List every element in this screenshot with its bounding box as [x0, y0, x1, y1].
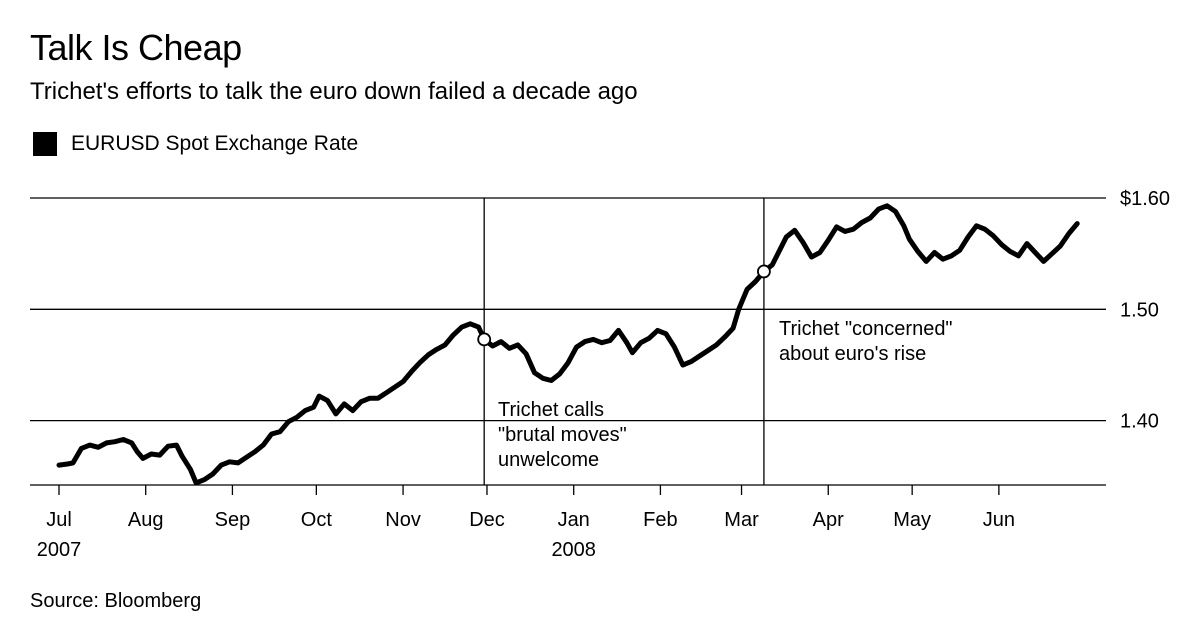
source-note: Source: Bloomberg: [30, 590, 202, 612]
series-line: [56, 203, 1080, 486]
x-tick-sublabel: 2007: [37, 539, 82, 561]
x-tick-label: Nov: [385, 509, 421, 531]
x-tick-label: Apr: [813, 509, 844, 531]
legend-swatch: [33, 132, 57, 156]
annotation-text: Trichet "concerned": [779, 318, 953, 340]
x-tick-label: Mar: [724, 509, 759, 531]
y-tick-label: 1.50: [1120, 299, 1159, 321]
x-tick-label: Dec: [469, 509, 505, 531]
line-chart: $1.60 1.50 1.40 Jul 2007 Aug Sep Oct Nov Dec Jan 20…: [30, 188, 1170, 561]
x-tick-label: Jan: [558, 509, 590, 531]
annotation-text: "brutal moves": [498, 424, 627, 446]
annotation-text: Trichet calls: [498, 399, 604, 421]
x-tick-label: Sep: [215, 509, 251, 531]
chart-subtitle: Trichet's efforts to talk the euro down …: [30, 78, 638, 105]
x-tick-label: Jul: [46, 509, 72, 531]
annotation-marker: [757, 264, 771, 279]
annotation-text: unwelcome: [498, 449, 599, 471]
x-tick-label: Aug: [128, 509, 164, 531]
x-tick-label: May: [893, 509, 931, 531]
x-tick-label: Oct: [301, 509, 333, 531]
x-tick-label: Jun: [983, 509, 1015, 531]
chart-title: Talk Is Cheap: [30, 27, 242, 68]
annotation-text: about euro's rise: [779, 343, 926, 365]
y-tick-label: $1.60: [1120, 188, 1170, 210]
x-tick-label: Feb: [643, 509, 677, 531]
legend: EURUSD Spot Exchange Rate: [33, 131, 358, 157]
y-tick-label: 1.40: [1120, 411, 1159, 433]
legend-label: EURUSD Spot Exchange Rate: [71, 132, 359, 155]
annotation-marker: [477, 332, 492, 347]
x-tick-sublabel: 2008: [551, 539, 596, 561]
